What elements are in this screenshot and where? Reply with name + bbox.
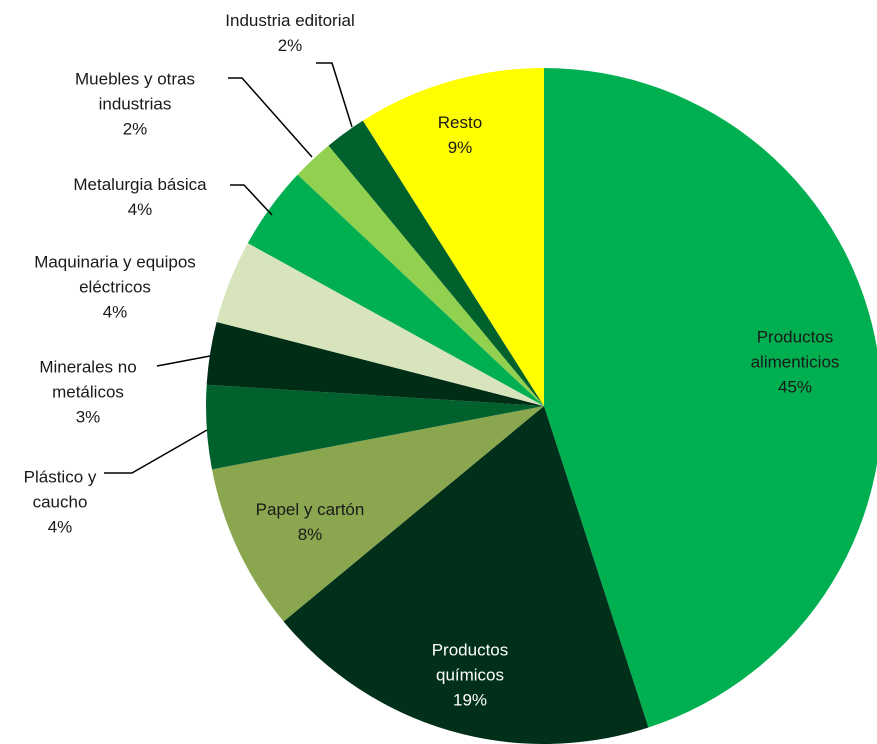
category-label: Maquinaria y equipos eléctricos — [34, 252, 196, 297]
slice-label: Maquinaria y equipos eléctricos 4% — [10, 250, 220, 325]
pie-slice — [283, 406, 649, 744]
pie-slice — [206, 321, 544, 406]
pie-slice — [362, 68, 544, 406]
value-label: 2% — [122, 119, 148, 139]
slice-label: Productos químicos 19% — [405, 638, 535, 713]
slice-label: Resto 9% — [410, 110, 510, 160]
leader-line — [156, 355, 211, 367]
slice-label: Metalurgia básica 4% — [35, 172, 245, 222]
pie-slice — [544, 68, 877, 728]
value-label: 2% — [277, 36, 303, 55]
value-label: 4% — [102, 302, 128, 322]
value-label: 4% — [47, 517, 73, 537]
slice-label: Industria editorial 2% — [175, 8, 405, 58]
pie-slice — [206, 384, 545, 470]
category-label: Minerales no metálicos — [39, 357, 137, 402]
pie-slice — [297, 145, 544, 406]
value-label: 19% — [452, 690, 488, 710]
slice-label: Minerales no metálicos 3% — [18, 355, 158, 430]
category-label: Productos químicos — [431, 640, 509, 685]
pie-slice — [211, 406, 544, 622]
category-label: Papel y cartón — [255, 500, 365, 519]
leader-line — [316, 62, 353, 128]
pie-slice — [216, 243, 544, 406]
leader-line — [104, 429, 208, 474]
slice-label: Productos alimenticios 45% — [730, 325, 860, 400]
category-label: Industria editorial — [225, 11, 355, 30]
category-label: Resto — [437, 113, 483, 132]
slice-label: Plástico y caucho 4% — [5, 465, 115, 540]
pie-slice — [328, 120, 544, 407]
value-label: 4% — [127, 200, 153, 219]
slice-label: Papel y cartón 8% — [210, 497, 410, 547]
leader-line — [228, 77, 313, 158]
category-label: Metalurgia básica — [73, 175, 207, 194]
leader-lines — [104, 62, 353, 474]
value-label: 3% — [75, 407, 101, 427]
category-label: Productos alimenticios — [750, 327, 840, 372]
pie — [206, 68, 877, 744]
pie-slice — [247, 174, 544, 406]
value-label: 45% — [777, 377, 813, 397]
value-label: 8% — [297, 525, 323, 544]
category-label: Muebles y otras industrias — [75, 69, 195, 114]
leader-line — [230, 184, 273, 216]
value-label: 9% — [447, 138, 473, 157]
category-label: Plástico y caucho — [23, 467, 97, 512]
slice-label: Muebles y otras industrias 2% — [60, 67, 210, 142]
